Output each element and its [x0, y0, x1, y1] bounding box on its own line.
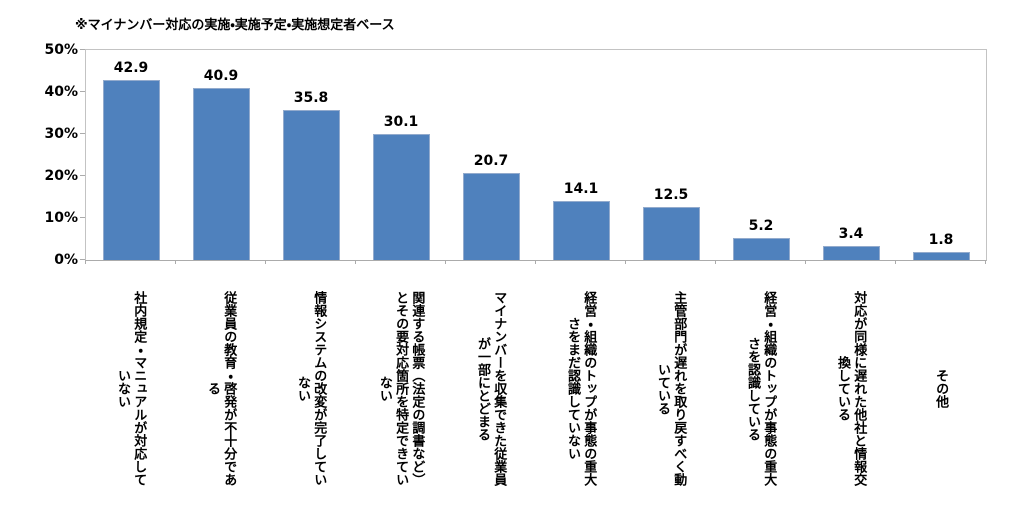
plot-area: 42.9 40.9 35.8 30.1 20.7 14.1 12.5 5.2 3.4 1.8 — [85, 49, 987, 261]
x-axis-category-label: 経営・組織のトップが事態の重大 さをまだ認識していない — [535, 266, 625, 511]
bar-value-label: 14.1 — [563, 181, 599, 197]
x-axis-tick — [895, 260, 896, 264]
y-axis-tick-label: 20% — [44, 168, 78, 184]
x-axis-category-label: マイナンバーを収集できた従業員 が一部にとどまる — [445, 266, 535, 511]
y-axis-tick-label: 50% — [44, 42, 78, 58]
y-axis-tick — [80, 133, 85, 134]
x-axis-category-label: 従業員の教育・啓発が不十分であ る — [175, 266, 265, 511]
y-axis-tick-label: 10% — [44, 210, 78, 226]
x-axis-tick — [445, 260, 446, 264]
x-axis-tick — [175, 260, 176, 264]
x-axis-tick — [355, 260, 356, 264]
y-axis-tick — [80, 259, 85, 260]
bar-value-label: 30.1 — [383, 114, 419, 130]
y-axis-tick — [80, 49, 85, 50]
x-axis-tick — [985, 260, 986, 264]
bar-value-label: 40.9 — [203, 68, 239, 84]
x-axis-tick — [265, 260, 266, 264]
x-axis-category-label-text: 従業員の教育・啓発が不十分であ る — [205, 291, 237, 486]
x-axis-category-label-text: その他 — [933, 369, 949, 408]
x-axis-category-label: 経営・組織のトップが事態の重大 さを認識している — [715, 266, 805, 511]
x-axis-category-label: 主管部門が遅れを取り戻すべく動 いている — [625, 266, 715, 511]
x-axis-category-label: その他 — [895, 266, 985, 511]
bar — [732, 238, 790, 260]
y-axis-tick-label: 40% — [44, 84, 78, 100]
bar — [822, 246, 880, 260]
x-axis-tick — [625, 260, 626, 264]
y-axis: 0% 10% 20% 30% 40% 50% — [0, 42, 78, 268]
y-axis-tick-label: 0% — [54, 252, 78, 268]
bar — [192, 88, 250, 260]
bar — [462, 173, 520, 260]
x-axis-labels: 社内規定・マニュアルが対応して いない 従業員の教育・啓発が不十分であ る 情報シス… — [85, 266, 987, 511]
x-axis-category-label-text: 社内規定・マニュアルが対応して いない — [115, 291, 147, 486]
bar-value-label: 35.8 — [293, 90, 329, 106]
bar-value-label: 5.2 — [748, 218, 774, 234]
x-axis-category-label-text: 経営・組織のトップが事態の重大 さを認識している — [745, 291, 777, 486]
x-axis-tick — [715, 260, 716, 264]
x-axis-category-label-text: 対応が同様に遅れた他社と情報交 換している — [835, 291, 867, 486]
bar — [102, 80, 160, 260]
bar — [642, 207, 700, 260]
y-axis-tick — [80, 217, 85, 218]
x-axis-tick — [85, 260, 86, 264]
chart-note: ※マイナンバー対応の実施・実施予定・実施想定者ベース — [75, 18, 395, 33]
x-axis-category-label: 対応が同様に遅れた他社と情報交 換している — [805, 266, 895, 511]
y-axis-tick — [80, 91, 85, 92]
x-axis-category-label: 情報システムの改変が完了してい ない — [265, 266, 355, 511]
bar-value-label: 3.4 — [838, 226, 864, 242]
x-axis-category-label-text: 主管部門が遅れを取り戻すべく動 いている — [655, 291, 687, 486]
bar-value-label: 1.8 — [928, 232, 954, 248]
bar — [552, 201, 610, 260]
x-axis-category-label-text: 経営・組織のトップが事態の重大 さをまだ認識していない — [565, 291, 597, 486]
x-axis-category-label-text: マイナンバーを収集できた従業員 が一部にとどまる — [475, 291, 507, 486]
bar — [912, 252, 970, 260]
bar — [372, 134, 430, 260]
x-axis-category-label-text: 関連する帳票（法定の調書など） とその要対応箇所を特定できてい ない — [376, 291, 425, 486]
x-axis-category-label: 関連する帳票（法定の調書など） とその要対応箇所を特定できてい ない — [355, 266, 445, 511]
y-axis-tick — [80, 175, 85, 176]
bar — [282, 110, 340, 260]
x-axis-category-label: 社内規定・マニュアルが対応して いない — [85, 266, 175, 511]
bar-value-label: 12.5 — [653, 187, 689, 203]
x-axis-tick — [805, 260, 806, 264]
bar-value-label: 42.9 — [113, 60, 149, 76]
x-axis-category-label-text: 情報システムの改変が完了してい ない — [295, 291, 327, 486]
x-axis-tick — [535, 260, 536, 264]
bar-value-label: 20.7 — [473, 153, 509, 169]
y-axis-tick-label: 30% — [44, 126, 78, 142]
